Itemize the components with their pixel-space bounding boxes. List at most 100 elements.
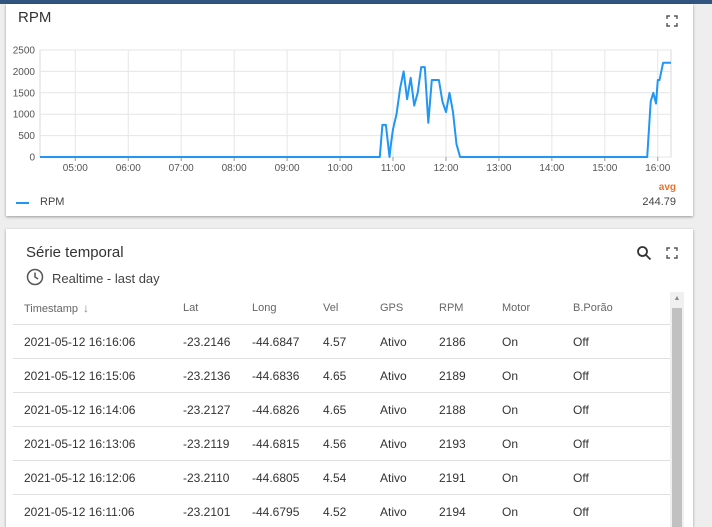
table-header-row: Timestamp ↓ Lat Long Vel GPS RPM Motor B.… [13, 292, 670, 325]
table-cell: Ativo [369, 426, 428, 461]
x-tick-label: 11:00 [381, 163, 406, 174]
time-series-table: Timestamp ↓ Lat Long Vel GPS RPM Motor B.… [13, 292, 670, 527]
table-cell: 2186 [428, 324, 491, 359]
table-cell: Off [562, 392, 670, 427]
table-row[interactable]: 2021-05-12 16:14:06 -23.2127 -44.6826 4.65 A… [13, 392, 670, 427]
table-cell: On [491, 460, 562, 495]
table-cell: On [491, 494, 562, 527]
table-cell: -23.2146 [172, 324, 241, 359]
table-cell: 4.56 [312, 426, 369, 461]
table-cell: Ativo [369, 460, 428, 495]
chart-series [40, 61, 671, 158]
table-row[interactable]: 2021-05-12 16:11:06 -23.2101 -44.6795 4.52 A… [13, 494, 670, 527]
rpm-chart: 0 500 1000 1500 2000 2500 05:00 06:00 07:00 08:0… [6, 42, 693, 197]
table-cell: Ativo [369, 324, 428, 359]
fullscreen-icon[interactable] [666, 247, 678, 259]
legend-swatch[interactable] [16, 202, 29, 204]
table-cell: 2193 [428, 426, 491, 461]
timewindow-indicator[interactable]: Realtime - last day [26, 268, 160, 289]
table-row[interactable]: 2021-05-12 16:13:06 -23.2119 -44.6815 4.56 A… [13, 426, 670, 461]
time-series-title: Série temporal [26, 244, 124, 261]
scroll-up-arrow-icon[interactable]: ▲ [673, 295, 681, 302]
column-header-rpm[interactable]: RPM [428, 292, 491, 325]
table-cell: 2021-05-12 16:13:06 [13, 426, 172, 461]
table-row[interactable]: 2021-05-12 16:16:06 -23.2146 -44.6847 4.57 A… [13, 324, 670, 359]
column-header-gps[interactable]: GPS [369, 292, 428, 325]
table-cell: -23.2119 [172, 426, 241, 461]
column-header-lat[interactable]: Lat [172, 292, 241, 325]
table-cell: Off [562, 460, 670, 495]
table-cell: -23.2110 [172, 460, 241, 495]
x-tick-label: 08:00 [222, 163, 247, 174]
time-series-card: Série temporal Realtime - last day Times… [6, 229, 693, 527]
search-icon[interactable] [636, 245, 652, 261]
rpm-chart-svg: 0 500 1000 1500 2000 2500 05:00 06:00 07:00 08:0… [13, 46, 672, 174]
series-line-rpm[interactable] [40, 61, 671, 158]
y-axis: 0 500 1000 1500 2000 2500 [13, 46, 36, 164]
table-cell: Ativo [369, 494, 428, 527]
legend-avg-header: avg [658, 182, 676, 193]
legend-avg-value: 244.79 [642, 196, 676, 208]
column-header-bporao[interactable]: B.Porão [562, 292, 670, 325]
table-cell: Ativo [369, 392, 428, 427]
y-tick-label: 1500 [13, 88, 36, 99]
x-axis: 05:00 06:00 07:00 08:00 09:00 10:00 11:00 12:00… [63, 157, 671, 174]
x-tick-label: 09:00 [275, 163, 300, 174]
table-cell: 2191 [428, 460, 491, 495]
table-cell: 2021-05-12 16:14:06 [13, 392, 172, 427]
y-tick-label: 1000 [13, 110, 36, 121]
sort-down-icon[interactable]: ↓ [83, 301, 89, 315]
column-header-vel[interactable]: Vel [312, 292, 369, 325]
column-header-timestamp[interactable]: Timestamp ↓ [13, 292, 172, 325]
rpm-card-title: RPM [18, 9, 52, 26]
table-cell: 4.54 [312, 460, 369, 495]
x-tick-label: 07:00 [169, 163, 194, 174]
clock-icon [26, 268, 44, 289]
x-tick-label: 13:00 [486, 163, 511, 174]
x-tick-label: 05:00 [63, 163, 88, 174]
table-cell: -44.6826 [241, 392, 312, 427]
table-cell: On [491, 358, 562, 393]
table-cell: Off [562, 324, 670, 359]
timewindow-label: Realtime - last day [52, 271, 160, 286]
x-tick-label: 06:00 [116, 163, 141, 174]
table-cell: -44.6847 [241, 324, 312, 359]
x-tick-label: 15:00 [592, 163, 617, 174]
table-cell: Ativo [369, 358, 428, 393]
x-tick-label: 12:00 [433, 163, 458, 174]
column-header-long[interactable]: Long [241, 292, 312, 325]
table-cell: -23.2127 [172, 392, 241, 427]
table-cell: -44.6836 [241, 358, 312, 393]
table-cell: On [491, 392, 562, 427]
table-cell: 2021-05-12 16:11:06 [13, 494, 172, 527]
x-tick-label: 16:00 [645, 163, 670, 174]
table-cell: 2189 [428, 358, 491, 393]
table-cell: 4.65 [312, 358, 369, 393]
column-header-motor[interactable]: Motor [491, 292, 562, 325]
table-cell: 2194 [428, 494, 491, 527]
top-bar [0, 0, 712, 4]
y-tick-label: 2500 [13, 46, 36, 57]
table-cell: 4.65 [312, 392, 369, 427]
table-cell: On [491, 324, 562, 359]
table-cell: -44.6815 [241, 426, 312, 461]
table-cell: On [491, 426, 562, 461]
table-cell: 2021-05-12 16:16:06 [13, 324, 172, 359]
table-cell: 4.52 [312, 494, 369, 527]
fullscreen-icon[interactable] [666, 15, 678, 27]
y-tick-label: 0 [29, 153, 35, 164]
table-cell: Off [562, 494, 670, 527]
chart-grid [39, 49, 672, 158]
table-row[interactable]: 2021-05-12 16:15:06 -23.2136 -44.6836 4.65 A… [13, 358, 670, 393]
table-cell: -44.6795 [241, 494, 312, 527]
table-row[interactable]: 2021-05-12 16:12:06 -23.2110 -44.6805 4.54 A… [13, 460, 670, 495]
table-cell: 2188 [428, 392, 491, 427]
table-cell: 2021-05-12 16:12:06 [13, 460, 172, 495]
scrollbar-thumb[interactable] [672, 308, 682, 527]
table-cell: 2021-05-12 16:15:06 [13, 358, 172, 393]
legend-label-rpm[interactable]: RPM [40, 196, 65, 208]
table-scrollbar[interactable]: ▲ [670, 292, 684, 527]
plot-area-border [39, 49, 672, 158]
table-cell: -44.6805 [241, 460, 312, 495]
x-tick-label: 14:00 [539, 163, 564, 174]
